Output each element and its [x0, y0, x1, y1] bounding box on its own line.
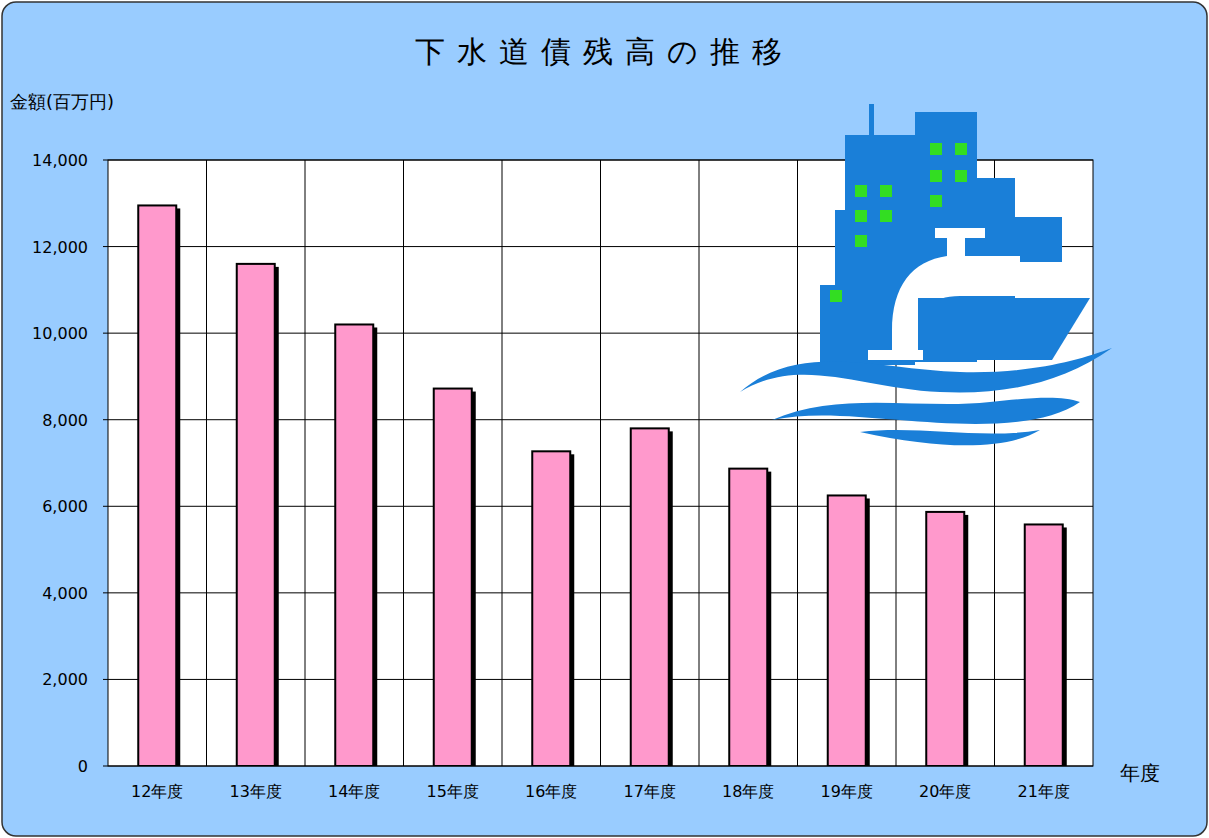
icon-part — [772, 398, 1080, 424]
bar — [926, 512, 964, 766]
background — [2, 2, 1207, 836]
tick — [103, 766, 108, 767]
icon-part — [830, 290, 842, 302]
x-tick-label: 16年度 — [525, 782, 577, 801]
x-tick-label: 20年度 — [919, 782, 971, 801]
category-grid-line — [403, 160, 404, 766]
icon-part — [740, 348, 1112, 392]
tick — [103, 592, 108, 593]
y-tick-label: 14,000 — [32, 151, 88, 170]
x-axis-title: 年度 — [1120, 761, 1160, 785]
bar — [237, 264, 275, 766]
chart: 下水道債残高の推移金額(百万円) 年度 0 2,000 4,000 6,000 8,000 1… — [0, 0, 1209, 838]
category-grid-line — [206, 160, 207, 766]
y-tick-label: 12,000 — [32, 238, 88, 257]
tick — [103, 679, 108, 680]
icon-part — [820, 285, 850, 365]
bar — [335, 324, 373, 766]
category-grid-line — [699, 160, 700, 766]
tick — [103, 419, 108, 420]
bar — [828, 495, 866, 766]
bar — [1025, 524, 1063, 766]
icon-part — [860, 430, 1040, 445]
tick — [103, 246, 108, 247]
icon-part — [1015, 217, 1062, 262]
category-grid-line — [797, 160, 798, 766]
bars — [138, 205, 1067, 766]
y-tick-label: 6,000 — [42, 497, 88, 516]
y-tick-label: 8,000 — [42, 411, 88, 430]
tick — [103, 333, 108, 334]
category-grid-line — [305, 160, 306, 766]
x-tick-label: 12年度 — [131, 782, 183, 801]
x-tick-label: 14年度 — [328, 782, 380, 801]
icon-part — [880, 185, 892, 197]
icon-part — [955, 143, 967, 155]
y-tick-label: 2,000 — [42, 670, 88, 689]
bar — [532, 451, 570, 766]
bar — [138, 205, 176, 766]
y-tick-label: 10,000 — [32, 324, 88, 343]
y-tick-label: 4,000 — [42, 584, 88, 603]
title: 下水道債残高の推移 — [415, 34, 794, 69]
icon-part — [868, 350, 923, 360]
icon-part — [835, 210, 855, 290]
x-tick-label: 19年度 — [821, 782, 873, 801]
icon-part — [918, 298, 1090, 360]
x-tick-label: 17年度 — [624, 782, 676, 801]
tick — [103, 160, 108, 161]
icon-part — [930, 143, 942, 155]
y-axis-title: 金額(百万円) — [10, 91, 114, 112]
illustration — [740, 104, 1112, 445]
icon-part — [955, 170, 967, 182]
icon-part — [855, 210, 867, 222]
x-tick-label: 15年度 — [427, 782, 479, 801]
x-tick-label: 13年度 — [230, 782, 282, 801]
bar — [631, 428, 669, 766]
icon-part — [880, 210, 892, 222]
chart-root: 下水道債残高の推移金額(百万円) 年度 0 2,000 4,000 6,000 8,000 1… — [0, 0, 1209, 838]
bar — [434, 389, 472, 766]
bar — [729, 469, 767, 766]
icon-part — [930, 195, 942, 207]
category-grid-line — [600, 160, 601, 766]
x-tick-label: 21年度 — [1018, 782, 1070, 801]
icon-part — [855, 235, 867, 247]
y-tick-label: 0 — [78, 757, 88, 776]
x-tick-label: 18年度 — [722, 782, 774, 801]
tick — [103, 506, 108, 507]
category-grid-line — [502, 160, 503, 766]
icon-part — [930, 170, 942, 182]
icon-part — [855, 185, 867, 197]
